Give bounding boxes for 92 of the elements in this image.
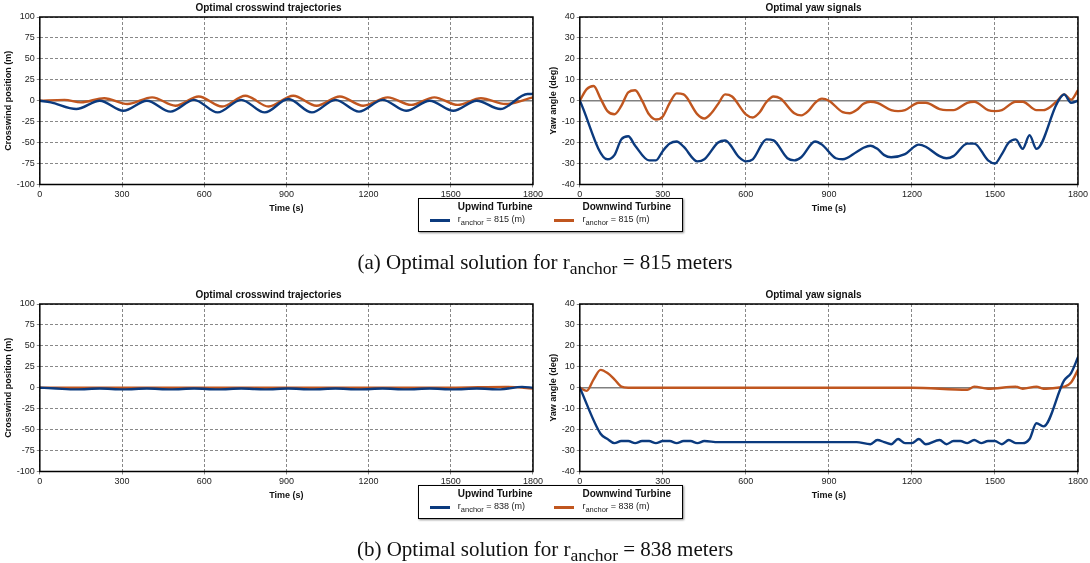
- y-tick-label: 75: [24, 319, 35, 330]
- y-tick-label: -30: [561, 444, 575, 455]
- x-tick-label: 0: [577, 189, 583, 200]
- text: Upwind Turbine: [456, 201, 533, 212]
- x-tick-label: 1800: [1067, 189, 1088, 200]
- y-tick-label: 20: [564, 53, 575, 64]
- x-tick-label: 600: [738, 476, 754, 487]
- x-tick-label: 900: [821, 476, 837, 487]
- x-tick-label: 1500: [984, 189, 1005, 200]
- x-tick-label: 1200: [901, 189, 922, 200]
- x-tick-label: 0: [37, 189, 43, 200]
- y-tick-label: 40: [564, 298, 575, 309]
- x-tick-label: 900: [278, 476, 294, 487]
- chart-title: Optimal crosswind trajectories: [195, 1, 343, 13]
- y-tick-label: 50: [24, 53, 35, 64]
- text: (a) Optimal solution for r$_{anchor}$ = 815 meters: [356, 250, 734, 280]
- y-tick-label: 50: [24, 340, 35, 351]
- legend-label: r$_{anchor}$ = 815 (m): [457, 214, 526, 227]
- x-axis-title: Time (s): [269, 490, 304, 501]
- legend-label: r$_{anchor}$ = 838 (m): [457, 501, 526, 514]
- y-tick-label: -10: [561, 116, 575, 127]
- x-tick-label: 300: [655, 189, 671, 200]
- y-tick-label: -40: [561, 178, 575, 189]
- y-axis-title: Crosswind position (m): [2, 337, 13, 438]
- y-tick-label: -100: [16, 178, 35, 189]
- line-series: [579, 368, 1078, 393]
- y-tick-label: -25: [21, 403, 35, 414]
- y-axis-title: Crosswind position (m): [2, 50, 13, 151]
- text: Downwind Turbine: [581, 201, 672, 212]
- chart-title: Optimal yaw signals: [765, 288, 862, 300]
- y-tick-label: -50: [21, 424, 35, 435]
- y-tick-label: 100: [19, 11, 35, 22]
- x-axis-title: Time (s): [811, 203, 847, 214]
- y-tick-label: 20: [564, 340, 575, 351]
- x-axis-title: Time (s): [269, 203, 304, 214]
- text: Upwind Turbine: [456, 488, 533, 499]
- x-tick-label: 900: [821, 189, 837, 200]
- y-tick-label: 40: [564, 11, 575, 22]
- line-series: [579, 356, 1078, 446]
- legend-label: r$_{anchor}$ = 838 (m): [582, 501, 650, 514]
- line-series: [39, 92, 533, 114]
- x-tick-label: 1500: [440, 189, 461, 200]
- y-axis-title: Yaw angle (deg): [547, 66, 558, 135]
- y-tick-label: -40: [561, 465, 575, 476]
- y-tick-label: 0: [29, 382, 35, 393]
- y-tick-label: -20: [561, 424, 575, 435]
- x-tick-label: 300: [114, 189, 130, 200]
- y-tick-label: 10: [564, 361, 575, 372]
- x-tick-label: 0: [37, 476, 43, 487]
- y-tick-label: -75: [21, 157, 35, 168]
- x-tick-label: 1200: [901, 476, 922, 487]
- legend-label: r$_{anchor}$ = 815 (m): [582, 214, 650, 227]
- x-tick-label: 600: [196, 476, 212, 487]
- y-axis-title: Yaw angle (deg): [547, 353, 558, 422]
- chart-title: Optimal crosswind trajectories: [195, 288, 343, 300]
- x-tick-label: 1500: [984, 476, 1005, 487]
- x-tick-label: 300: [655, 476, 671, 487]
- y-tick-label: -50: [21, 137, 35, 148]
- y-tick-label: 25: [24, 74, 35, 85]
- y-tick-label: 25: [24, 361, 35, 372]
- y-tick-label: -10: [561, 403, 575, 414]
- x-tick-label: 1200: [358, 476, 379, 487]
- y-tick-label: 30: [564, 319, 575, 330]
- chart-title: Optimal yaw signals: [765, 1, 862, 13]
- x-tick-label: 0: [577, 476, 583, 487]
- x-tick-label: 600: [196, 189, 212, 200]
- x-tick-label: 1800: [1067, 476, 1088, 487]
- y-tick-label: 100: [19, 298, 35, 309]
- x-tick-label: 900: [278, 189, 294, 200]
- x-axis-title: Time (s): [811, 490, 847, 501]
- y-tick-label: 0: [569, 95, 575, 106]
- text: (b) Optimal solution for r$_{anchor}$ = 838 meters: [355, 537, 735, 563]
- y-tick-label: 30: [564, 32, 575, 43]
- y-tick-label: -30: [561, 157, 575, 168]
- x-tick-label: 1800: [522, 476, 543, 487]
- line-series: [579, 93, 1078, 165]
- y-tick-label: 10: [564, 74, 575, 85]
- x-tick-label: 1500: [440, 476, 461, 487]
- y-tick-label: 0: [29, 95, 35, 106]
- y-tick-label: 0: [569, 382, 575, 393]
- x-tick-label: 1800: [522, 189, 543, 200]
- y-tick-label: -25: [21, 116, 35, 127]
- y-tick-label: -100: [16, 465, 35, 476]
- y-tick-label: -75: [21, 444, 35, 455]
- line-series: [579, 84, 1078, 121]
- line-series: [39, 94, 533, 108]
- text: Downwind Turbine: [581, 488, 672, 499]
- x-tick-label: 1200: [358, 189, 379, 200]
- y-tick-label: 75: [24, 32, 35, 43]
- x-tick-label: 300: [114, 476, 130, 487]
- y-tick-label: -20: [561, 137, 575, 148]
- x-tick-label: 600: [738, 189, 754, 200]
